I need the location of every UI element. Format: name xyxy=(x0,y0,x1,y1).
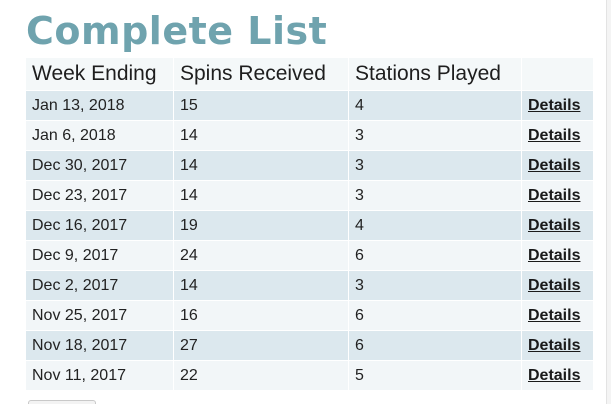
details-link[interactable]: Details xyxy=(528,96,581,114)
cell-spins-received: 22 xyxy=(174,360,349,390)
cell-spins-received: 24 xyxy=(174,240,349,270)
cell-details: Details xyxy=(522,210,593,240)
details-link[interactable]: Details xyxy=(528,186,581,204)
complete-list-table-container: Week Ending Spins Received Stations Play… xyxy=(26,58,593,390)
table-header-row: Week Ending Spins Received Stations Play… xyxy=(26,58,593,90)
table-row: Dec 9, 2017 24 6 Details xyxy=(26,240,593,270)
table-row: Dec 30, 2017 14 3 Details xyxy=(26,150,593,180)
cell-stations-played: 3 xyxy=(349,270,522,300)
cell-details: Details xyxy=(522,330,593,360)
table-row: Jan 6, 2018 14 3 Details xyxy=(26,120,593,150)
table-row: Dec 16, 2017 19 4 Details xyxy=(26,210,593,240)
cell-details: Details xyxy=(522,180,593,210)
cell-details: Details xyxy=(522,90,593,120)
cell-stations-played: 6 xyxy=(349,330,522,360)
details-link[interactable]: Details xyxy=(528,156,581,174)
details-link[interactable]: Details xyxy=(528,336,581,354)
column-header-actions xyxy=(522,58,593,90)
cell-stations-played: 5 xyxy=(349,360,522,390)
cell-week-ending: Dec 2, 2017 xyxy=(26,270,174,300)
cell-stations-played: 3 xyxy=(349,180,522,210)
cell-week-ending: Jan 6, 2018 xyxy=(26,120,174,150)
cell-week-ending: Nov 25, 2017 xyxy=(26,300,174,330)
details-link[interactable]: Details xyxy=(528,276,581,294)
column-header-week-ending: Week Ending xyxy=(26,58,174,90)
cell-week-ending: Nov 11, 2017 xyxy=(26,360,174,390)
column-header-stations-played: Stations Played xyxy=(349,58,522,90)
page-title: Complete List xyxy=(26,9,328,53)
cell-details: Details xyxy=(522,240,593,270)
cell-week-ending: Dec 9, 2017 xyxy=(26,240,174,270)
cell-spins-received: 14 xyxy=(174,120,349,150)
table-body: Jan 13, 2018 15 4 Details Jan 6, 2018 14 3 Deta… xyxy=(26,90,593,390)
complete-list-table: Week Ending Spins Received Stations Play… xyxy=(26,58,593,390)
cell-spins-received: 14 xyxy=(174,180,349,210)
cell-details: Details xyxy=(522,120,593,150)
cell-week-ending: Dec 16, 2017 xyxy=(26,210,174,240)
cell-spins-received: 15 xyxy=(174,90,349,120)
cell-spins-received: 14 xyxy=(174,150,349,180)
details-link[interactable]: Details xyxy=(528,126,581,144)
cell-stations-played: 6 xyxy=(349,300,522,330)
cell-stations-played: 4 xyxy=(349,210,522,240)
cell-stations-played: 6 xyxy=(349,240,522,270)
cell-stations-played: 3 xyxy=(349,150,522,180)
column-header-spins-received: Spins Received xyxy=(174,58,349,90)
table-row: Nov 25, 2017 16 6 Details xyxy=(26,300,593,330)
cell-spins-received: 27 xyxy=(174,330,349,360)
table-row: Nov 18, 2017 27 6 Details xyxy=(26,330,593,360)
table-row: Dec 2, 2017 14 3 Details xyxy=(26,270,593,300)
details-link[interactable]: Details xyxy=(528,366,581,384)
cell-details: Details xyxy=(522,270,593,300)
cell-week-ending: Jan 13, 2018 xyxy=(26,90,174,120)
cell-stations-played: 4 xyxy=(349,90,522,120)
pagination-control[interactable] xyxy=(28,400,96,404)
details-link[interactable]: Details xyxy=(528,216,581,234)
cell-stations-played: 3 xyxy=(349,120,522,150)
cell-spins-received: 19 xyxy=(174,210,349,240)
cell-spins-received: 16 xyxy=(174,300,349,330)
details-link[interactable]: Details xyxy=(528,306,581,324)
cell-details: Details xyxy=(522,150,593,180)
table-row: Jan 13, 2018 15 4 Details xyxy=(26,90,593,120)
cell-spins-received: 14 xyxy=(174,270,349,300)
table-row: Nov 11, 2017 22 5 Details xyxy=(26,360,593,390)
cell-details: Details xyxy=(522,360,593,390)
table-row: Dec 23, 2017 14 3 Details xyxy=(26,180,593,210)
cell-week-ending: Dec 30, 2017 xyxy=(26,150,174,180)
cell-week-ending: Dec 23, 2017 xyxy=(26,180,174,210)
window-scrollbar-edge[interactable] xyxy=(606,0,611,404)
cell-week-ending: Nov 18, 2017 xyxy=(26,330,174,360)
details-link[interactable]: Details xyxy=(528,246,581,264)
cell-details: Details xyxy=(522,300,593,330)
